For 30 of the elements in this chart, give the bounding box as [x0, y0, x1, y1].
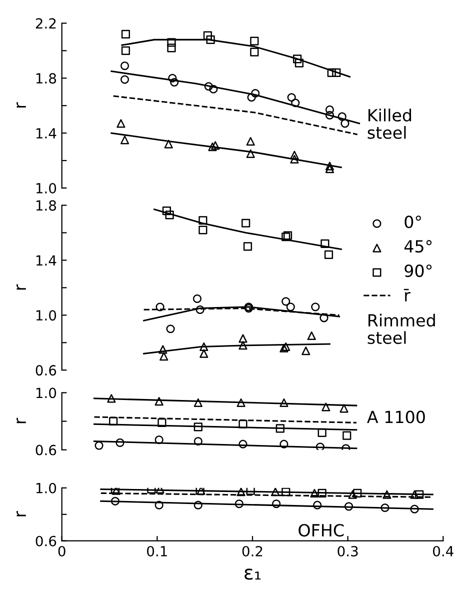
y-axis-title: r [16, 102, 26, 108]
y-axis-title: r [16, 510, 26, 516]
y-tick-label: 1.0 [36, 182, 56, 194]
y-tick-label: 2.2 [36, 18, 56, 28]
x-tick-label: 0.2 [242, 546, 262, 556]
legend-label: 0° [404, 216, 421, 228]
y-axis-title: r [16, 284, 26, 290]
y-axis-title: r [16, 418, 26, 424]
y-tick-label: 1.4 [36, 128, 56, 138]
x-tick-label: 0.1 [147, 546, 167, 556]
y-tick-label: 0.6 [36, 365, 56, 376]
x-axis-title: ε₁ [244, 568, 261, 580]
y-tick-label: 1.0 [36, 310, 56, 321]
legend-label: 45° [404, 240, 432, 253]
annotation: A 1100 [367, 410, 425, 424]
annotation: Killed steel [368, 108, 412, 139]
x-tick-label: 0 [58, 546, 66, 556]
annotation: OFHC [298, 524, 344, 537]
annotation: Rimmed steel [368, 314, 435, 344]
legend-label: 90° [404, 264, 432, 278]
legend-label: r̄ [404, 288, 410, 302]
x-tick-label: 0.4 [433, 546, 454, 556]
y-tick-label: 0.6 [36, 536, 56, 546]
y-tick-label: 1.8 [36, 73, 56, 84]
y-tick-label: 1.8 [36, 200, 56, 211]
y-tick-label: 0.6 [36, 444, 56, 456]
y-tick-label: 1.4 [36, 255, 56, 266]
y-tick-label: 1.0 [36, 482, 56, 494]
x-tick-label: 0.3 [338, 546, 358, 556]
y-tick-label: 1.0 [36, 388, 56, 398]
